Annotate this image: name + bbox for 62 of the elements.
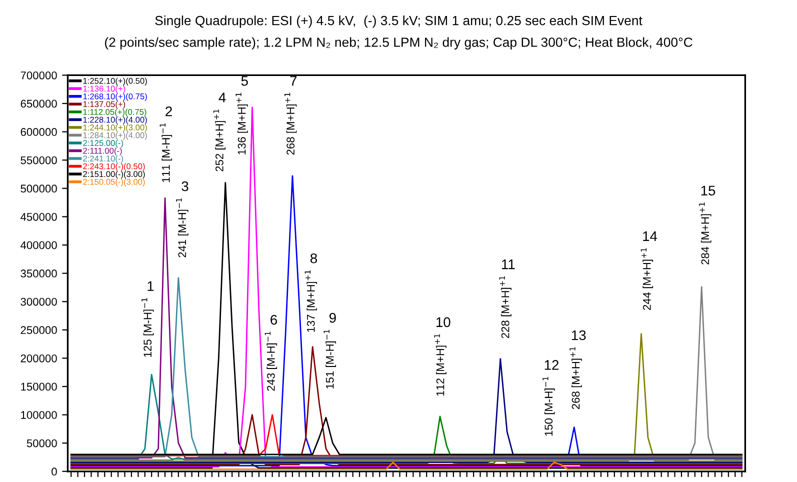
- annotation: 151 [M-H]$^{−1}$: [324, 330, 336, 389]
- y-tick-label: 700000: [20, 71, 57, 80]
- legend-label: 1:284.10(+)(4.00): [83, 132, 147, 140]
- annotation: 7: [290, 76, 297, 86]
- annotation: 268 [M+H]$^{+1}$: [570, 347, 582, 410]
- y-tick-label: 200000: [20, 354, 57, 362]
- legend-label: 1:136.10(+): [83, 85, 126, 94]
- y-tick-label: 650000: [20, 100, 57, 108]
- legend-label: 2:243.10(-)(0.50): [83, 163, 145, 171]
- annotation: 11: [502, 260, 515, 270]
- annotation: 252 [M+H]$^{+1}$: [213, 109, 226, 172]
- annotation: 228 [M+H]$^{+1}$: [499, 276, 512, 338]
- y-tick-label: 500000: [20, 184, 57, 193]
- annotation: 1: [148, 281, 154, 291]
- annotation: 13: [572, 330, 586, 340]
- y-tick-label: 400000: [20, 241, 57, 250]
- y-tick-label: 100000: [21, 411, 57, 419]
- annotation: 125 [M-H]$^{−1}$: [142, 298, 154, 357]
- chart-subtitle: (2 points/sec sample rate); 1.2 LPM N₂ neb; 12.5 LPM N₂ dry gas; Cap DL 300°C; Heat Block, 400°C: [105, 37, 692, 50]
- annotation: 111 [M-H]$^{−1}$: [160, 123, 172, 182]
- annotation: 5: [241, 76, 248, 86]
- legend-label: 2:150.05(-)(3.00): [83, 178, 145, 186]
- legend-label: 2:125.00(-): [83, 140, 123, 148]
- annotation: 268 [M+H]$^{+1}$: [284, 92, 297, 155]
- legend-label: 1:252.10(+)(0.50): [83, 78, 147, 86]
- annotation: 4: [218, 92, 226, 102]
- annotation: 9: [329, 312, 336, 323]
- annotation: 8: [310, 253, 317, 264]
- annotation: 112 [M+H]$^{+1}$: [434, 334, 446, 396]
- annotation: 3: [182, 181, 188, 192]
- annotation: 244 [M+H]$^{+1}$: [640, 248, 654, 310]
- legend-label: 2:111.00(-): [83, 148, 122, 156]
- y-tick-label: 450000: [20, 212, 57, 221]
- annotation: 136 [M+H]$^{+1}$: [236, 92, 248, 154]
- annotation: 15: [701, 186, 716, 196]
- legend-label: 1:137.05(+): [83, 100, 126, 109]
- legend-label: 1:244.10(+)(3.00): [83, 124, 147, 132]
- y-tick-label: 550000: [20, 156, 57, 164]
- annotation: 6: [270, 314, 278, 325]
- annotation: 14: [643, 231, 658, 241]
- line-series: [70, 416, 743, 464]
- y-tick-label: 600000: [20, 128, 57, 136]
- annotation: 243 [M-H]$^{−1}$: [264, 332, 278, 391]
- annotation: 137 [M+H]$^{+1}$: [304, 270, 318, 332]
- y-tick-label: 250000: [20, 326, 57, 334]
- y-tick-label: 300000: [20, 298, 57, 306]
- annotation: 284 [M+H]$^{+1}$: [699, 202, 712, 264]
- y-tick-label: 150000: [21, 382, 57, 391]
- annotation: 241 [M-H]$^{−1}$: [176, 198, 188, 258]
- legend-label: 1:228.10(+)(4.00): [83, 116, 147, 124]
- annotation: 2: [166, 106, 172, 116]
- y-tick-label: 50000: [26, 439, 57, 448]
- chart-title: Single Quadrupole: ESI (+) 4.5 kV, (-) 3.5 kV; SIM 1 amu; 0.25 sec each SIM Event: [155, 16, 642, 28]
- legend-label: 1:268.10(+)(0.75): [83, 93, 147, 101]
- annotation: 12: [544, 360, 559, 370]
- y-tick-label: 0: [52, 468, 57, 476]
- y-tick-label: 350000: [20, 270, 57, 278]
- annotation: 10: [436, 317, 450, 328]
- legend-label: 2:241.10(-): [83, 155, 123, 164]
- legend-label: 1:112.05(+)(0.75): [83, 108, 146, 117]
- annotation: 150 [M-H]$^{−1}$: [542, 376, 555, 436]
- legend-label: 2:151.00(-)(3.00): [83, 170, 145, 179]
